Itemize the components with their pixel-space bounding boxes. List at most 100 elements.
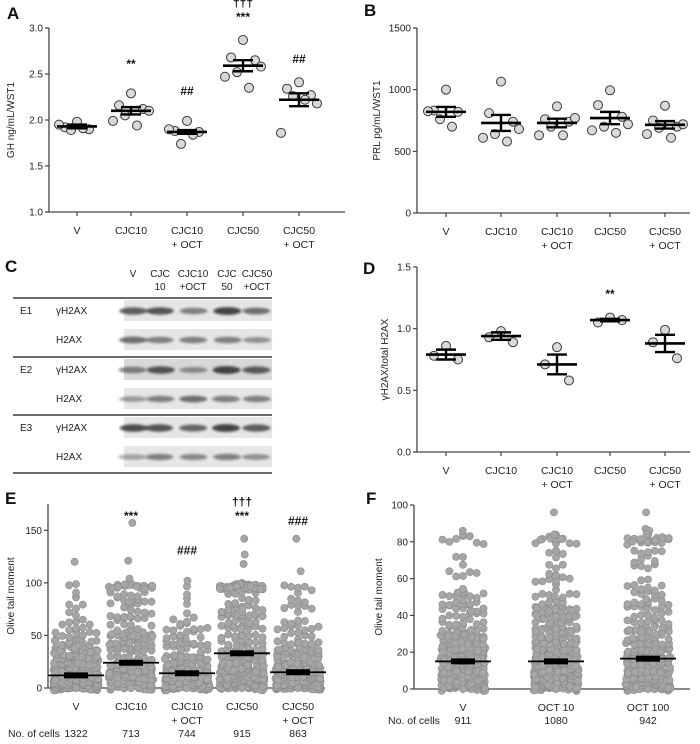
cell-point <box>552 571 560 580</box>
data-point <box>126 88 136 99</box>
median-ci-bar <box>64 672 88 679</box>
outlier-point <box>183 576 192 585</box>
cell-point <box>572 590 581 599</box>
cell-point <box>553 668 562 676</box>
cell-point <box>628 537 637 546</box>
cell-point <box>452 534 461 543</box>
lane-label: 50 <box>221 282 233 293</box>
cell-point <box>643 538 652 546</box>
cell-point <box>572 622 581 631</box>
data-point <box>441 84 451 95</box>
panel-label-d: D <box>363 259 375 278</box>
cell-point <box>545 634 554 643</box>
cell-point <box>259 669 268 678</box>
cell-point <box>232 641 241 650</box>
cell-point <box>258 624 267 633</box>
cell-point <box>664 600 673 609</box>
cell-point <box>196 648 205 656</box>
cell-point <box>452 612 461 620</box>
cell-point <box>664 627 673 636</box>
significance-marker: ††† <box>232 495 252 509</box>
cell-point <box>558 560 567 569</box>
lane-label: +OCT <box>244 282 271 293</box>
cell-point <box>58 632 67 640</box>
cell-point <box>108 584 117 592</box>
blot-band <box>242 395 271 403</box>
cell-point <box>106 599 115 608</box>
cell-point <box>644 685 652 693</box>
cell-point <box>139 647 147 656</box>
cell-point <box>183 590 191 599</box>
cell-point <box>280 604 289 612</box>
cell-point <box>565 539 574 548</box>
cell-point <box>630 598 639 607</box>
y-tick-label: 1.0 <box>29 208 43 219</box>
blot-band <box>213 336 242 344</box>
panel-a-axes <box>45 27 345 216</box>
cell-point <box>162 625 171 634</box>
cell-point <box>445 600 454 609</box>
cell-point <box>51 628 60 637</box>
cell-point <box>545 598 554 606</box>
cell-point <box>459 553 467 561</box>
cell-point <box>664 607 673 616</box>
cell-point <box>445 567 454 576</box>
x-tick-label: CJC10 <box>485 465 517 477</box>
cell-point <box>630 581 639 589</box>
cell-point <box>572 634 581 643</box>
significance-marker: *** <box>236 10 250 24</box>
cell-point <box>294 616 302 625</box>
significance-marker: ** <box>126 57 136 71</box>
cell-point <box>140 597 149 606</box>
cell-point <box>664 534 673 543</box>
outlier-point <box>70 557 79 566</box>
data-point <box>447 121 457 132</box>
blot-band <box>213 453 242 461</box>
cell-point <box>657 609 666 618</box>
significance-marker: ### <box>177 543 197 557</box>
data-point <box>496 76 506 87</box>
y-tick-label: 1.5 <box>397 263 411 274</box>
cell-swarm <box>436 526 490 695</box>
cell-point <box>637 562 646 570</box>
cell-point <box>169 615 178 624</box>
x-tick-label: CJC50 <box>594 465 626 477</box>
cell-point <box>196 641 205 650</box>
cell-point <box>658 533 667 542</box>
cell-point <box>65 581 74 590</box>
cell-point <box>176 631 185 640</box>
protein-label: γH2AX <box>56 365 87 376</box>
cell-point <box>203 675 212 684</box>
blot-band <box>212 366 241 374</box>
cell-point <box>644 583 652 592</box>
cell-point <box>232 582 241 591</box>
cell-point <box>113 674 122 682</box>
cell-point <box>58 620 67 629</box>
cell-point <box>72 684 80 692</box>
cell-point <box>567 606 576 615</box>
blot-band <box>118 366 147 374</box>
cell-point <box>287 619 296 628</box>
cell-point <box>280 581 289 590</box>
blot-strip <box>118 446 272 467</box>
cell-point <box>472 538 481 547</box>
cell-point <box>637 660 646 669</box>
cell-point <box>93 646 102 655</box>
lane-label: V <box>130 269 137 280</box>
outlier-point <box>550 530 559 539</box>
y-tick-label: 0 <box>36 684 42 695</box>
lane-label: +OCT <box>180 282 207 293</box>
cell-point <box>545 548 554 557</box>
y-tick-label: 150 <box>25 526 42 537</box>
cell-point <box>624 647 633 656</box>
y-tick-label: 1500 <box>389 24 412 35</box>
x-tick-label: CJC50 <box>649 465 681 477</box>
cell-point <box>459 585 467 593</box>
cell-point <box>536 535 545 544</box>
cell-point <box>479 589 488 598</box>
blot-strip <box>119 329 272 350</box>
cell-point <box>231 589 240 598</box>
cell-point <box>550 592 559 601</box>
blot-band <box>212 395 241 403</box>
cell-point <box>650 546 659 555</box>
